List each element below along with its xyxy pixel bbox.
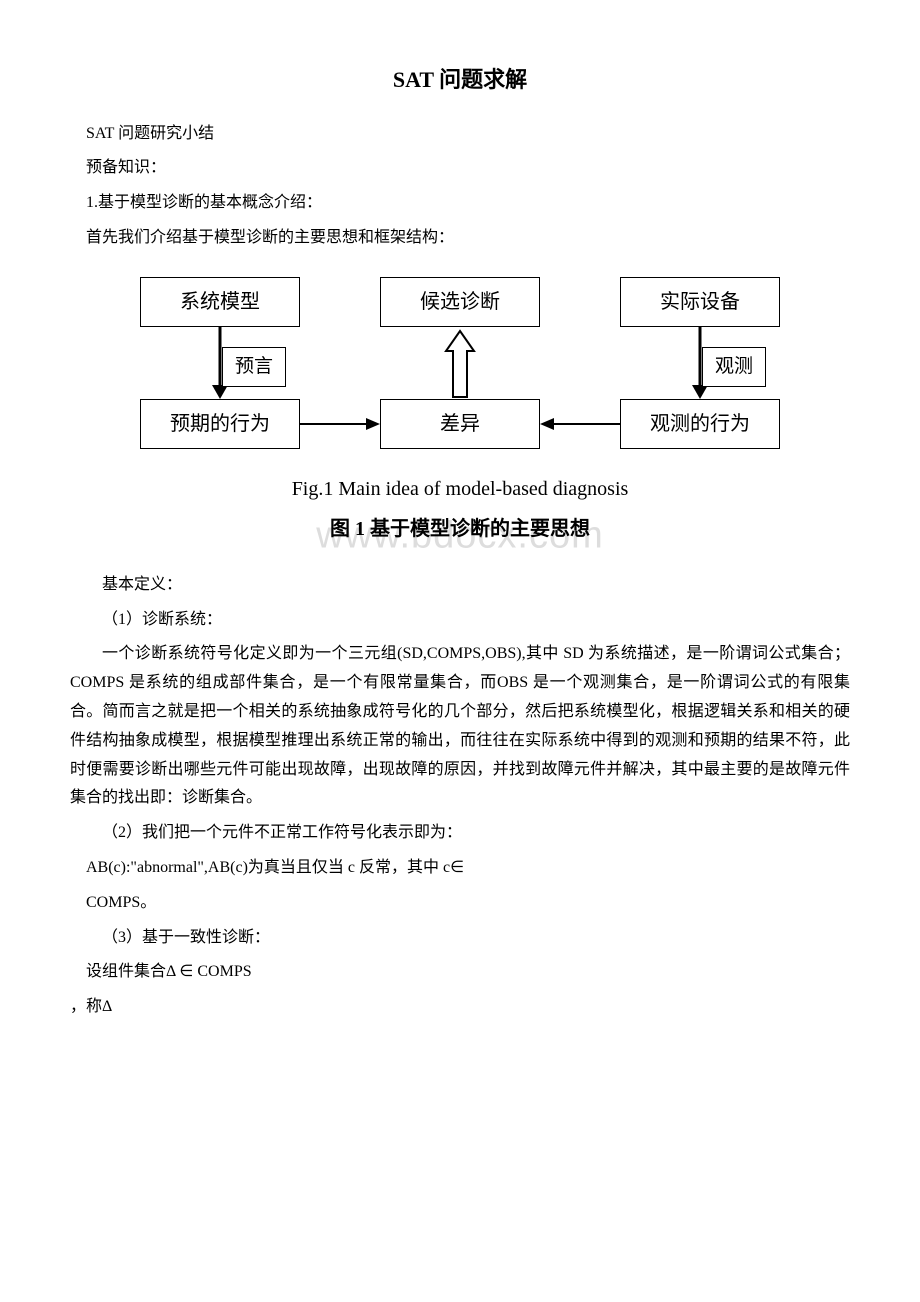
figure-caption-cn-text: 图 1 基于模型诊断的主要思想 xyxy=(330,518,590,540)
arrow-right-1 xyxy=(300,416,380,432)
col-right: 观测 xyxy=(620,327,780,399)
figure-1: 系统模型 候选诊断 实际设备 预言 观测 预期的行为 差异 观测的行为 xyxy=(140,277,780,547)
para-def1: （1）诊断系统： xyxy=(70,606,850,635)
para-delta: 设组件集合Δ ∈ COMPS xyxy=(70,958,850,987)
para-def3: （3）基于一致性诊断： xyxy=(70,924,850,953)
box-observed-behavior: 观测的行为 xyxy=(620,399,780,449)
para-ab-text: AB(c):"abnormal",AB(c)为真当且仅当 c 反常，其中 c xyxy=(86,859,450,876)
figure-top-row: 系统模型 候选诊断 实际设备 xyxy=(140,277,780,327)
box-actual-device: 实际设备 xyxy=(620,277,780,327)
box-expected-behavior: 预期的行为 xyxy=(140,399,300,449)
label-predict: 预言 xyxy=(222,347,286,387)
box-candidate-diag: 候选诊断 xyxy=(380,277,540,327)
figure-mid-row: 预言 观测 xyxy=(140,327,780,399)
para-def2: （2）我们把一个元件不正常工作符号化表示即为： xyxy=(70,819,850,848)
para-def1-body: 一个诊断系统符号化定义即为一个三元组(SD,COMPS,OBS),其中 SD 为… xyxy=(70,640,850,813)
para-basicdef: 基本定义： xyxy=(70,571,850,600)
para-ab: AB(c):"abnormal",AB(c)为真当且仅当 c 反常，其中 c∈ xyxy=(70,854,850,883)
box-difference: 差异 xyxy=(380,399,540,449)
label-observe: 观测 xyxy=(702,347,766,387)
figure-caption-cn: www.bdocx.com 图 1 基于模型诊断的主要思想 xyxy=(140,511,780,547)
col-left: 预言 xyxy=(140,327,300,399)
para-delta2: ，称Δ xyxy=(70,993,850,1022)
para-sec1: 1.基于模型诊断的基本概念介绍： xyxy=(70,189,850,218)
para-intro: 首先我们介绍基于模型诊断的主要思想和框架结构： xyxy=(70,224,850,253)
figure-bottom-row: 预期的行为 差异 观测的行为 xyxy=(140,399,780,449)
para-delta2-b: Δ xyxy=(102,998,112,1015)
figure-caption-en: Fig.1 Main idea of model-based diagnosis xyxy=(140,471,780,507)
arrow-left-1 xyxy=(540,416,620,432)
page-title: SAT 问题求解 xyxy=(70,60,850,100)
para-comps: COMPS。 xyxy=(70,889,850,918)
hollow-arrow-up xyxy=(440,327,480,399)
para-prep: 预备知识： xyxy=(70,154,850,183)
para-delta-a: 设组件集合 xyxy=(86,963,166,980)
box-system-model: 系统模型 xyxy=(140,277,300,327)
para-delta2-a: ，称 xyxy=(70,998,102,1015)
in-symbol: ∈ xyxy=(450,859,464,876)
para-delta-b: Δ ∈ COMPS xyxy=(166,963,252,980)
para-subtitle: SAT 问题研究小结 xyxy=(70,120,850,149)
col-mid xyxy=(380,327,540,399)
